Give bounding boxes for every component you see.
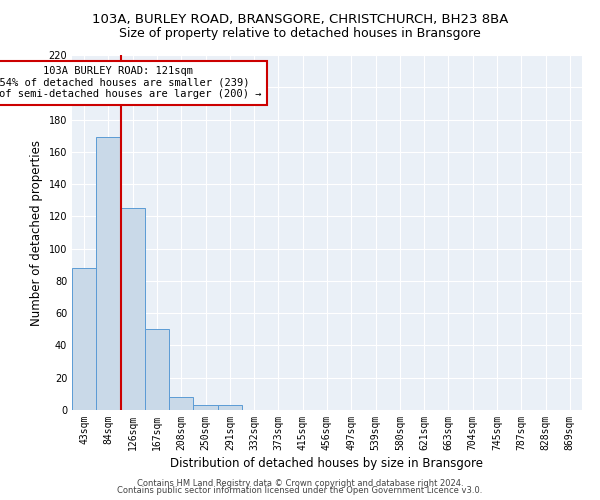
Bar xyxy=(121,208,145,410)
Bar xyxy=(72,268,96,410)
Bar xyxy=(96,138,121,410)
Text: Contains HM Land Registry data © Crown copyright and database right 2024.: Contains HM Land Registry data © Crown c… xyxy=(137,478,463,488)
Bar xyxy=(193,405,218,410)
Bar xyxy=(169,397,193,410)
Text: Contains public sector information licensed under the Open Government Licence v3: Contains public sector information licen… xyxy=(118,486,482,495)
Text: 103A, BURLEY ROAD, BRANSGORE, CHRISTCHURCH, BH23 8BA: 103A, BURLEY ROAD, BRANSGORE, CHRISTCHUR… xyxy=(92,12,508,26)
Text: Size of property relative to detached houses in Bransgore: Size of property relative to detached ho… xyxy=(119,28,481,40)
X-axis label: Distribution of detached houses by size in Bransgore: Distribution of detached houses by size … xyxy=(170,457,484,470)
Bar xyxy=(145,330,169,410)
Y-axis label: Number of detached properties: Number of detached properties xyxy=(30,140,43,326)
Text: 103A BURLEY ROAD: 121sqm
← 54% of detached houses are smaller (239)
46% of semi-: 103A BURLEY ROAD: 121sqm ← 54% of detach… xyxy=(0,66,262,100)
Bar xyxy=(218,405,242,410)
